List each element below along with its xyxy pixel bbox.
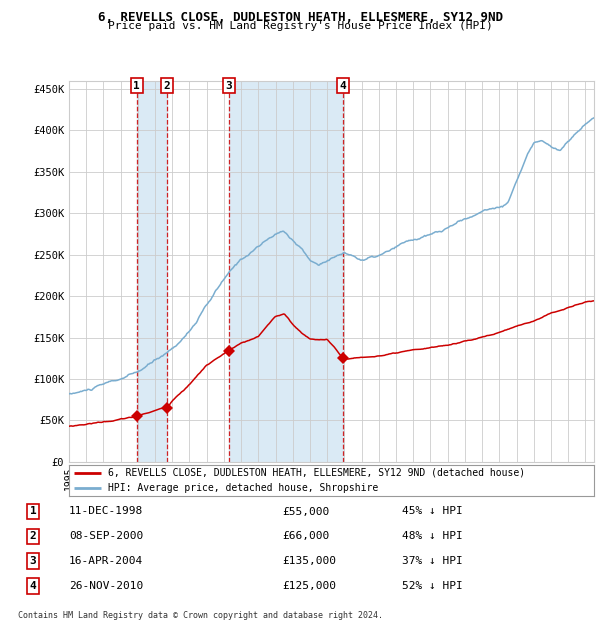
Bar xyxy=(229,81,343,462)
Text: £55,000: £55,000 xyxy=(282,507,329,516)
Text: 45% ↓ HPI: 45% ↓ HPI xyxy=(402,507,463,516)
Text: HPI: Average price, detached house, Shropshire: HPI: Average price, detached house, Shro… xyxy=(109,483,379,494)
Text: 3: 3 xyxy=(29,556,37,566)
Text: 6, REVELLS CLOSE, DUDLESTON HEATH, ELLESMERE, SY12 9ND (detached house): 6, REVELLS CLOSE, DUDLESTON HEATH, ELLES… xyxy=(109,467,526,478)
Text: 4: 4 xyxy=(340,81,346,91)
Text: 3: 3 xyxy=(226,81,232,91)
Text: Contains HM Land Registry data © Crown copyright and database right 2024.: Contains HM Land Registry data © Crown c… xyxy=(18,611,383,620)
Text: 37% ↓ HPI: 37% ↓ HPI xyxy=(402,556,463,566)
Text: 2: 2 xyxy=(164,81,170,91)
Text: £125,000: £125,000 xyxy=(282,581,336,591)
Text: 11-DEC-1998: 11-DEC-1998 xyxy=(69,507,143,516)
Text: 4: 4 xyxy=(29,581,37,591)
Text: 1: 1 xyxy=(29,507,37,516)
Text: 26-NOV-2010: 26-NOV-2010 xyxy=(69,581,143,591)
Text: 6, REVELLS CLOSE, DUDLESTON HEATH, ELLESMERE, SY12 9ND: 6, REVELLS CLOSE, DUDLESTON HEATH, ELLES… xyxy=(97,11,503,24)
Text: 08-SEP-2000: 08-SEP-2000 xyxy=(69,531,143,541)
Text: 2: 2 xyxy=(29,531,37,541)
Text: 16-APR-2004: 16-APR-2004 xyxy=(69,556,143,566)
Text: 48% ↓ HPI: 48% ↓ HPI xyxy=(402,531,463,541)
Text: 1: 1 xyxy=(133,81,140,91)
Text: £135,000: £135,000 xyxy=(282,556,336,566)
Text: Price paid vs. HM Land Registry's House Price Index (HPI): Price paid vs. HM Land Registry's House … xyxy=(107,21,493,31)
Bar xyxy=(137,81,167,462)
Text: £66,000: £66,000 xyxy=(282,531,329,541)
Text: 52% ↓ HPI: 52% ↓ HPI xyxy=(402,581,463,591)
